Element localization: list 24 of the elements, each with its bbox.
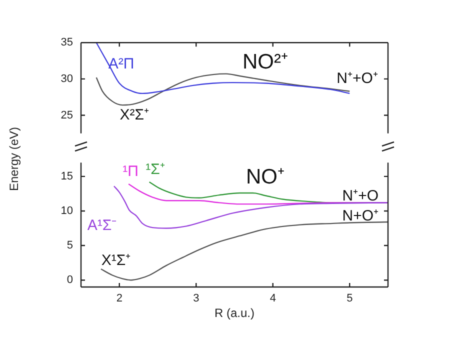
- y-tick-label: 25: [60, 109, 73, 122]
- y-tick-label: 5: [66, 240, 73, 252]
- x-tick-label: 4: [270, 292, 276, 305]
- annotation: NO⁺: [246, 166, 284, 189]
- annotation: N+O⁺: [342, 208, 379, 225]
- series-label: ¹Π: [122, 163, 138, 180]
- x-tick-label: 2: [116, 292, 122, 305]
- x-axis-title: R (a.u.): [214, 306, 255, 320]
- series-label: X¹Σ⁺: [101, 252, 131, 270]
- annotation: N⁺+O⁺: [336, 70, 378, 88]
- x-tick-label: 3: [193, 292, 200, 305]
- y-tick-label: 35: [60, 36, 73, 49]
- series-label: ¹Σ⁺: [146, 161, 165, 178]
- y-tick-label: 0: [66, 274, 73, 286]
- annotation: N⁺+O: [342, 188, 379, 205]
- series-label: A¹Σ⁻: [87, 217, 117, 234]
- y-axis-title: Energy (eV): [7, 126, 21, 194]
- y-tick-label: 15: [60, 170, 73, 182]
- y-tick-label: 30: [60, 72, 73, 85]
- series-label: X²Σ⁺: [120, 106, 149, 124]
- y-tick-label: 10: [60, 205, 73, 218]
- annotation: NO²⁺: [242, 50, 288, 74]
- series-label: A²Π: [108, 56, 134, 73]
- x-tick-label: 5: [346, 292, 353, 305]
